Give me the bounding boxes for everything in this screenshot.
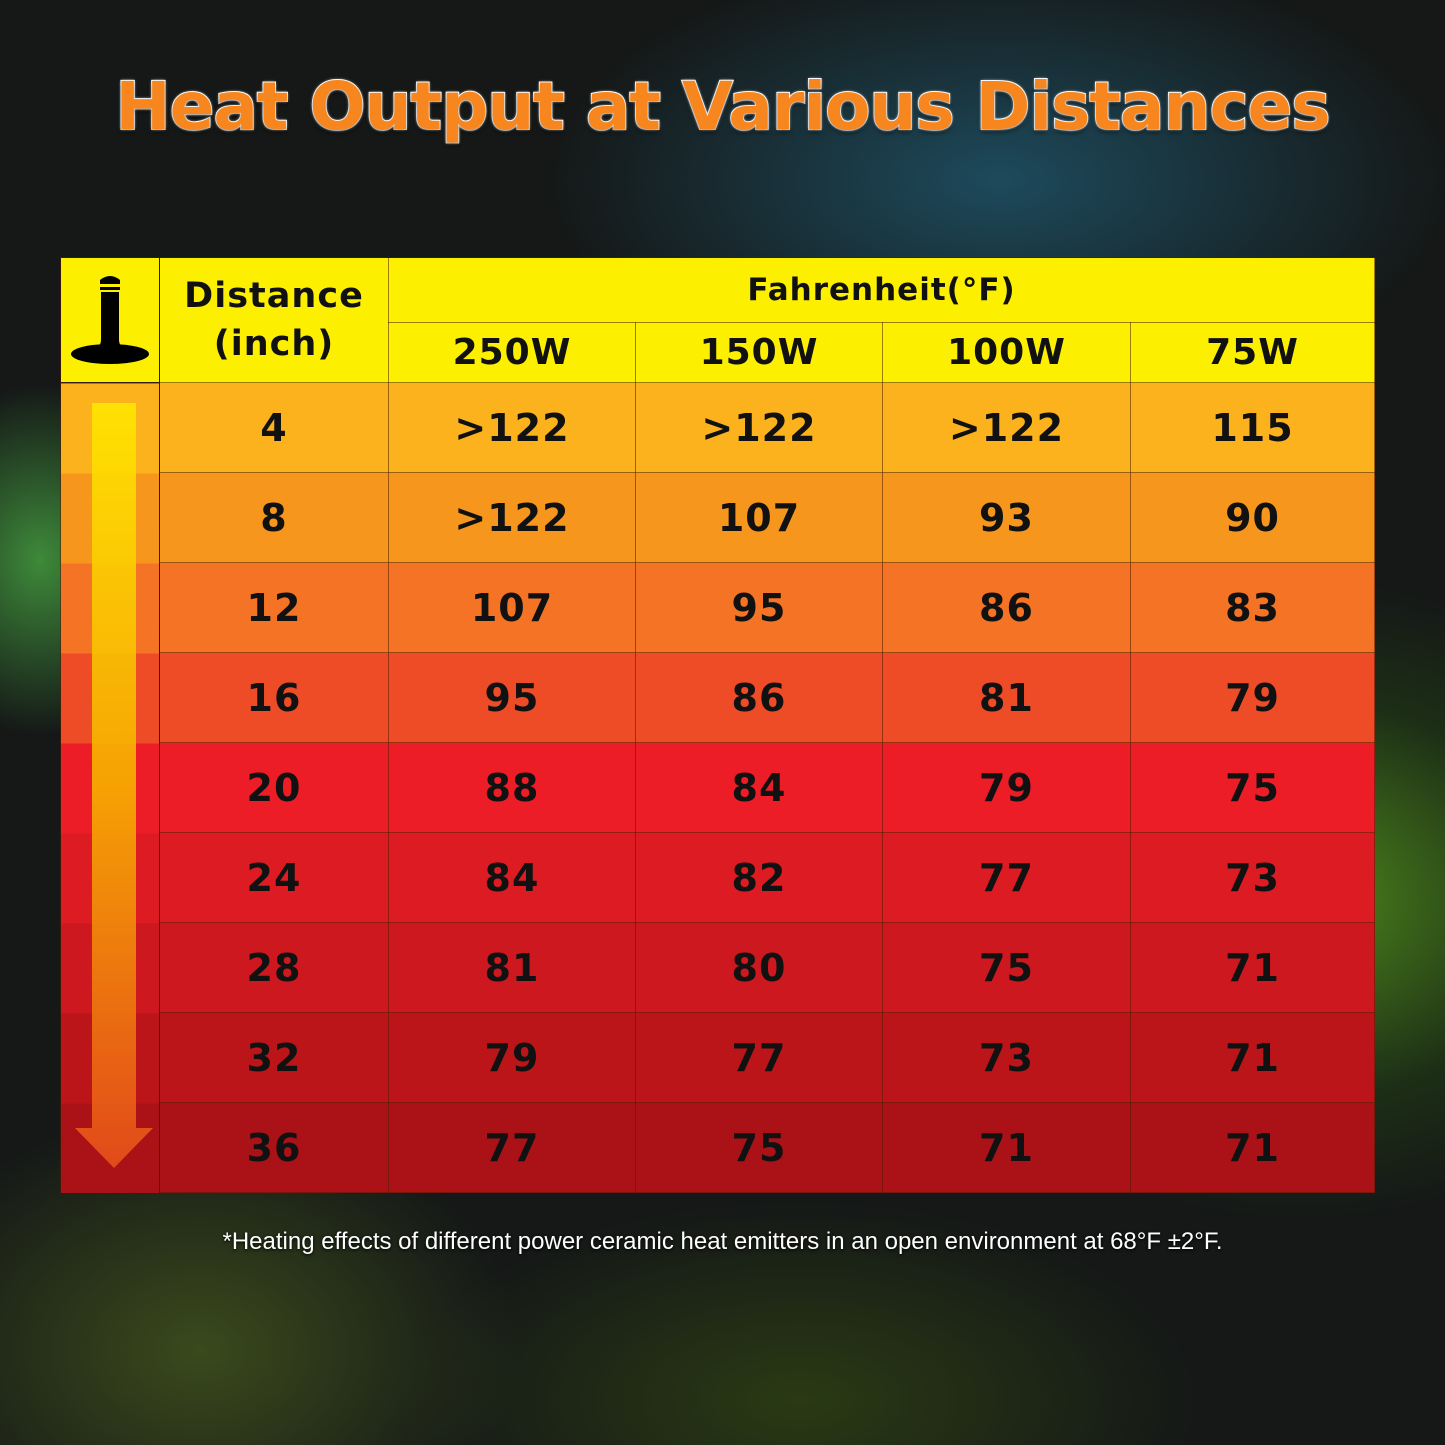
- distance-header: Distance (inch): [159, 257, 389, 383]
- arrow-cell: [60, 382, 160, 1193]
- distance-cell: 28: [159, 922, 389, 1013]
- table-row: 20 88 84 79 75: [60, 742, 1376, 833]
- distance-unit-label: (inch): [213, 324, 335, 364]
- column-header-100w: 100W: [882, 322, 1131, 383]
- distance-label: Distance: [184, 276, 364, 316]
- emitter-icon-cell: [60, 257, 160, 383]
- table-row: 8 >122 107 93 90: [60, 472, 1376, 563]
- temperature-cell: 93: [882, 472, 1131, 563]
- temperature-cell: 88: [388, 742, 636, 833]
- temperature-cell: 95: [388, 652, 636, 743]
- temperature-cell: 115: [1129, 382, 1376, 473]
- heat-output-table: Distance (inch) Fahrenheit(°F) 250W 150W 1…: [60, 257, 1376, 1193]
- temperature-cell: 79: [1129, 652, 1376, 743]
- column-header-250w: 250W: [388, 322, 636, 383]
- distance-cell: 8: [159, 472, 389, 563]
- distance-cell: 12: [159, 562, 389, 653]
- temperature-cell: >122: [388, 472, 636, 563]
- temperature-cell: 73: [882, 1012, 1131, 1103]
- distance-cell: 20: [159, 742, 389, 833]
- table-row: 32 79 77 73 71: [60, 1012, 1376, 1103]
- down-arrow-icon: [75, 403, 153, 1168]
- temperature-cell: 79: [882, 742, 1131, 833]
- temperature-cell: >122: [388, 382, 636, 473]
- temperature-cell: 84: [388, 832, 636, 923]
- footnote: *Heating effects of different power cera…: [222, 1228, 1223, 1255]
- temperature-cell: 77: [635, 1012, 883, 1103]
- temperature-cell: 107: [635, 472, 883, 563]
- distance-cell: 4: [159, 382, 389, 473]
- temperature-cell: 79: [388, 1012, 636, 1103]
- table-row: 24 84 82 77 73: [60, 832, 1376, 923]
- table-row: 4 >122 >122 >122 115: [60, 382, 1376, 1193]
- temperature-cell: 82: [635, 832, 883, 923]
- table-row: 28 81 80 75 71: [60, 922, 1376, 1013]
- temperature-cell: 77: [882, 832, 1131, 923]
- distance-cell: 16: [159, 652, 389, 743]
- temperature-cell: 71: [882, 1102, 1131, 1193]
- temperature-cell: 77: [388, 1102, 636, 1193]
- temperature-cell: 71: [1129, 1102, 1376, 1193]
- temperature-cell: 71: [1129, 922, 1376, 1013]
- temperature-cell: 107: [388, 562, 636, 653]
- temperature-cell: 73: [1129, 832, 1376, 923]
- temperature-cell: >122: [882, 382, 1131, 473]
- table-row: 12 107 95 86 83: [60, 562, 1376, 653]
- temperature-cell: 81: [882, 652, 1131, 743]
- heat-emitter-icon: [71, 276, 149, 364]
- distance-cell: 36: [159, 1102, 389, 1193]
- temperature-cell: 75: [882, 922, 1131, 1013]
- distance-cell: 32: [159, 1012, 389, 1103]
- distance-cell: 24: [159, 832, 389, 923]
- temperature-cell: 71: [1129, 1012, 1376, 1103]
- temperature-cell: 75: [635, 1102, 883, 1193]
- temperature-cell: 83: [1129, 562, 1376, 653]
- page-title: Heat Output at Various Distances: [114, 67, 1331, 146]
- temperature-cell: 75: [1129, 742, 1376, 833]
- fahrenheit-header: Fahrenheit(°F): [387, 257, 1376, 323]
- table-row: 36 77 75 71 71: [60, 1102, 1376, 1193]
- temperature-cell: 86: [635, 652, 883, 743]
- column-header-150w: 150W: [635, 322, 883, 383]
- table-row: 16 95 86 81 79: [60, 652, 1376, 743]
- temperature-cell: 95: [635, 562, 883, 653]
- temperature-cell: 80: [635, 922, 883, 1013]
- temperature-cell: 90: [1129, 472, 1376, 563]
- temperature-cell: >122: [635, 382, 883, 473]
- temperature-cell: 86: [882, 562, 1131, 653]
- temperature-cell: 84: [635, 742, 883, 833]
- temperature-cell: 81: [388, 922, 636, 1013]
- column-header-75w: 75W: [1129, 322, 1376, 383]
